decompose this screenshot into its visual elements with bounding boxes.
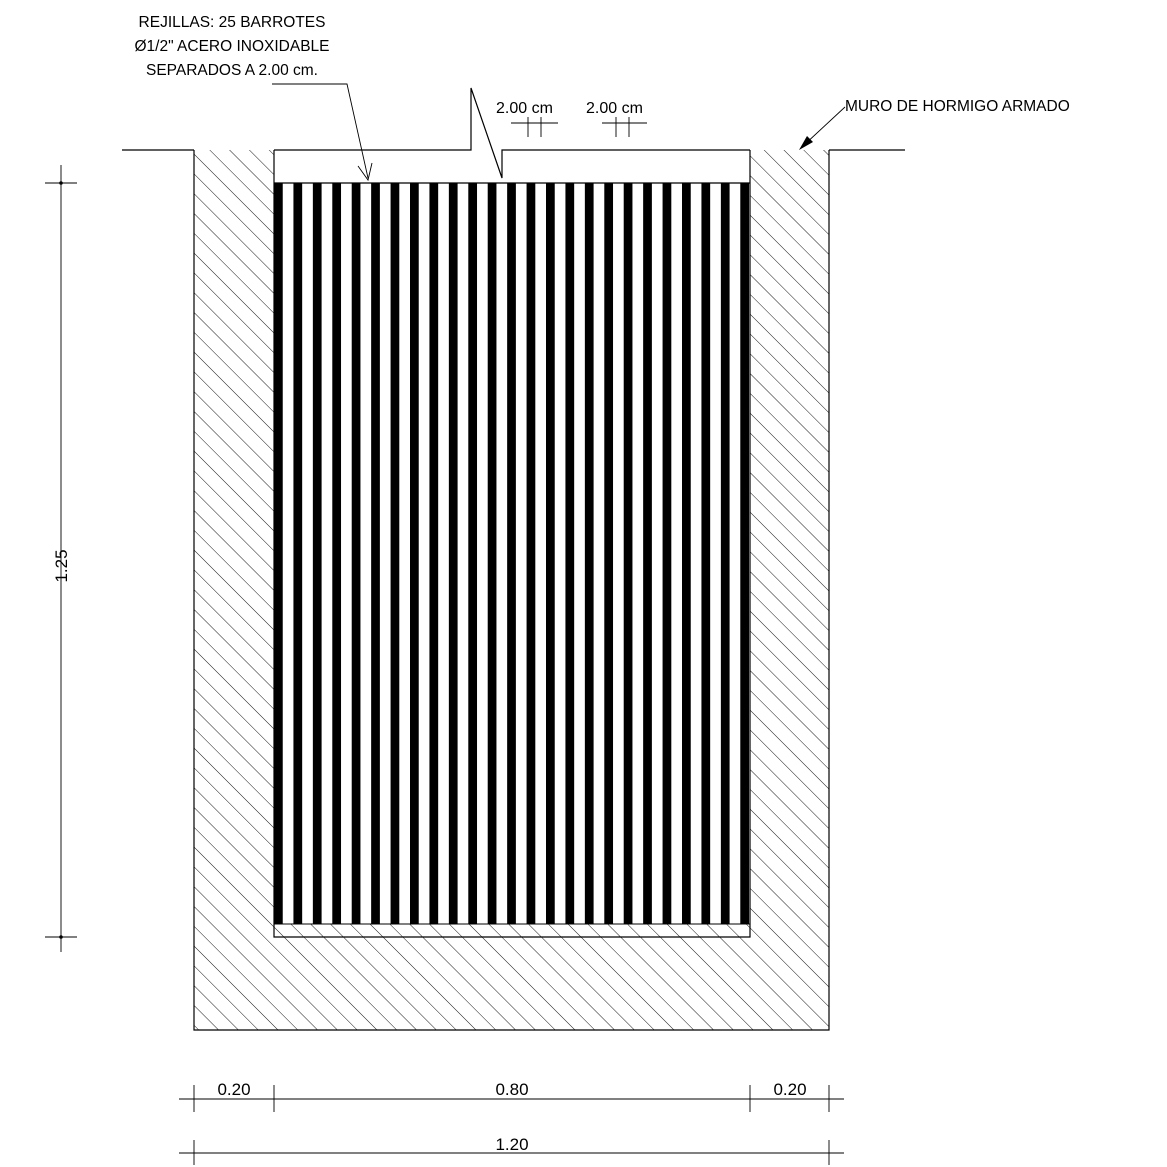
grate-bar [274, 183, 283, 924]
grate-note-line-1: REJILLAS: 25 BARROTES [139, 14, 326, 31]
spacing-label-2: 2.00 cm [586, 100, 643, 117]
grate-bar [371, 183, 380, 924]
grate-bar [468, 183, 478, 924]
inner-width-label: 0.80 [495, 1080, 528, 1099]
grate-bar [662, 183, 672, 924]
grate-bar [410, 183, 419, 924]
total-width-dimension: 1.20 [179, 1135, 844, 1165]
inner-base-strip [274, 923, 750, 937]
wall-note-label: MURO DE HORMIGO ARMADO [845, 98, 1070, 115]
grate-bar [312, 183, 322, 924]
grate-bar [332, 183, 342, 924]
grate-bar [701, 183, 711, 924]
grate-note-arrowhead [357, 162, 373, 182]
grate-bar [390, 183, 400, 924]
spacing-label-1: 2.00 cm [496, 100, 553, 117]
bar-spacing-dims: 2.00 cm 2.00 cm [496, 100, 647, 137]
wall-note: MURO DE HORMIGO ARMADO [799, 98, 1070, 150]
wall-note-arrowhead [799, 136, 813, 150]
grate-note-line-2: Ø1/2" ACERO INOXIDABLE [134, 38, 329, 55]
grate-bar [740, 183, 750, 924]
grate-bar [448, 183, 458, 924]
grate-bar [565, 183, 575, 924]
grate-bar [546, 183, 555, 924]
grate-bar [351, 183, 361, 924]
grate-bar [429, 183, 439, 924]
left-wall-label: 0.20 [217, 1080, 250, 1099]
grate-bar [643, 183, 652, 924]
grate-bar [682, 183, 691, 924]
grate-bar [293, 183, 303, 924]
grate-note: REJILLAS: 25 BARROTES Ø1/2" ACERO INOXID… [134, 14, 373, 182]
grate-note-leader [272, 83, 369, 179]
grate-bar [526, 183, 536, 924]
grate [274, 182, 750, 925]
grate-note-line-3: SEPARADOS A 2.00 cm. [146, 62, 318, 79]
grate-bar [604, 183, 614, 924]
right-wall-label: 0.20 [773, 1080, 806, 1099]
grate-bar [623, 183, 633, 924]
total-width-label: 1.20 [495, 1135, 528, 1154]
grate-bar [584, 183, 594, 924]
spacing-dim-1 [511, 117, 558, 137]
height-dimension: 1.25 [45, 165, 77, 952]
grate-bar [720, 183, 730, 924]
grate-bar [487, 183, 497, 924]
ground-line [122, 87, 905, 179]
width-dimensions: 0.20 0.80 0.20 [179, 1080, 844, 1112]
grate-bars [274, 183, 750, 924]
grate-bar [507, 183, 516, 924]
spacing-dim-2 [602, 117, 647, 137]
height-label: 1.25 [52, 549, 71, 582]
